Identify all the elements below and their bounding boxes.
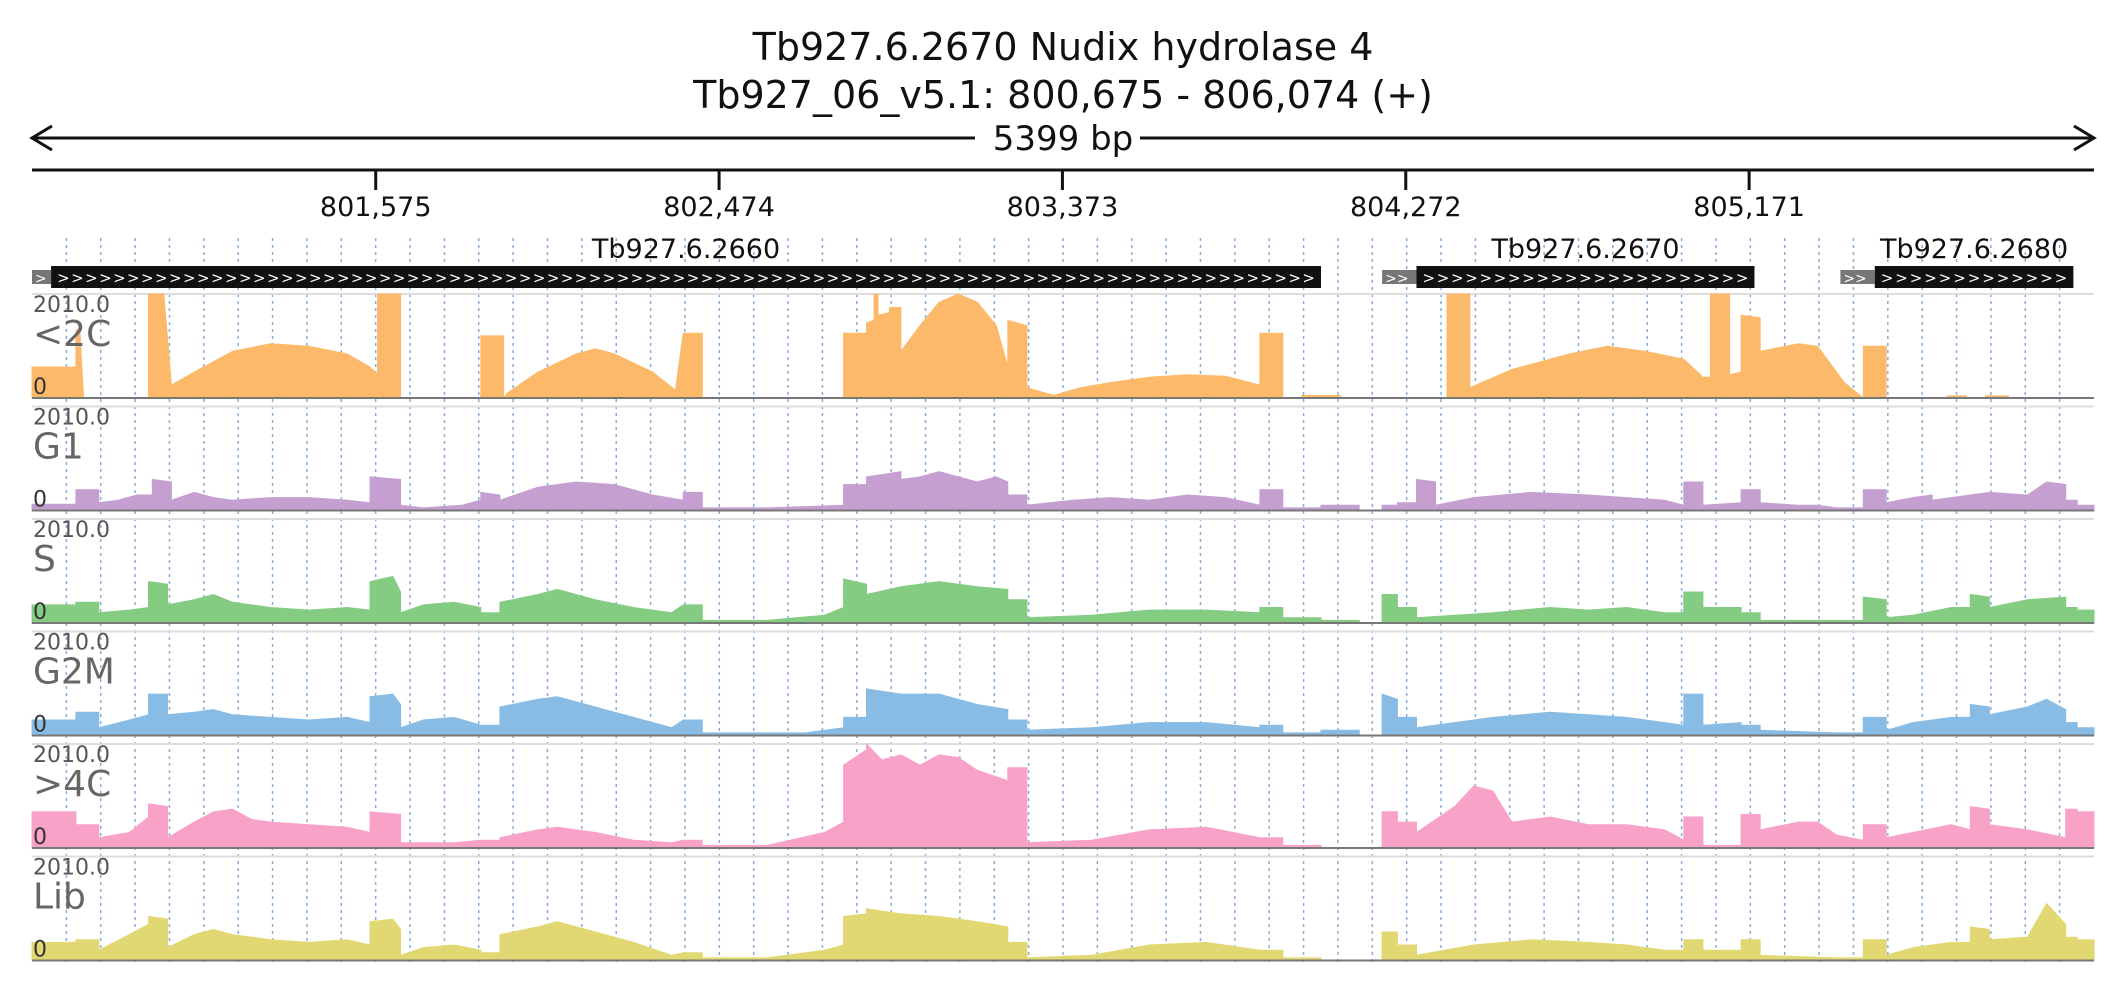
track-name-label: Lib [33, 877, 86, 918]
coverage-area [31, 293, 2094, 400]
gene-tb927-6-2670: >> >>>>>>>>>>>>>>>>>>>>>>>Tb927.6.2670 [1382, 234, 1755, 288]
strand-arrow-icon: >> [1843, 271, 1866, 287]
coverage-tracks: 2010.0<2C02010.0G102010.0S02010.0G2M0201… [31, 293, 2095, 963]
coverage-area [31, 742, 2095, 849]
track-name-label: G1 [33, 427, 84, 468]
track-max-label: 2010.0 [33, 406, 110, 431]
track-max-label: 2010.0 [33, 518, 110, 543]
strand-arrows-icon: >>>>>>>>>>>>> [1881, 269, 2068, 287]
figure-subtitle: Tb927_06_v5.1: 800,675 - 806,074 (+) [692, 73, 1433, 117]
track-zero-label: 0 [33, 938, 47, 963]
track-name-label: G2M [33, 652, 115, 693]
ruler-ticks: 801,575 802,474 803,373 804,272 805,171 [320, 170, 1805, 223]
track-zero-label: 0 [33, 713, 47, 738]
strand-arrows-icon: >>>>>>>>>>>>>>>>>>>>>>> [1422, 269, 1748, 287]
track-max-label: 2010.0 [33, 631, 110, 656]
gene-body [1874, 266, 2074, 288]
track-g1: 2010.0G1 0 [31, 405, 2095, 513]
strand-arrow-icon: >> [1385, 271, 1408, 287]
track-zero-label: 0 [33, 488, 47, 513]
ruler-tick-label-4: 804,272 [1350, 192, 1462, 223]
figure-title: Tb927.6.2670 Nudix hydrolase 4 [752, 25, 1374, 69]
span-arrow [29, 124, 2097, 152]
track-zero-label: 0 [33, 600, 47, 625]
track-s: 2010.0S 0 [31, 518, 2095, 625]
track-lt2c: 2010.0<2C 0 [31, 293, 2094, 400]
gene-label: Tb927.6.2660 [591, 234, 780, 265]
track-max-label: 2010.0 [33, 856, 110, 881]
coverage-area [31, 902, 2095, 961]
gene-leader [1840, 270, 1875, 284]
track-name-label: >4C [33, 764, 111, 805]
coverage-area [31, 575, 2095, 624]
coverage-area [31, 688, 2095, 736]
span-length-label: 5399 bp [993, 119, 1134, 159]
gene-tb927-6-2680: >> >>>>>>>>>>>>>Tb927.6.2680 [1840, 234, 2074, 288]
gene-body [51, 266, 1321, 288]
track-zero-label: 0 [33, 825, 47, 850]
ruler-tick-label-1: 801,575 [320, 192, 432, 223]
track-gt4c: 2010.0>4C 0 [31, 742, 2095, 850]
strand-arrow-icon: > [35, 271, 47, 287]
coverage-area [31, 471, 2095, 511]
gene-label: Tb927.6.2670 [1490, 234, 1679, 265]
gene-label: Tb927.6.2680 [1879, 234, 2068, 265]
gene-tb927-6-2660: > >>>>>>>>>>>>>>>>>>>>>>>>>>>>>>>>>>>>>>>… [32, 234, 1321, 288]
track-zero-label: 0 [33, 375, 47, 400]
gene-body [1416, 266, 1755, 288]
track-name-label: <2C [33, 314, 111, 355]
gene-leader [1382, 270, 1417, 284]
ruler-tick-label-3: 803,373 [1007, 192, 1119, 223]
ruler-tick-label-2: 802,474 [663, 192, 775, 223]
track-max-label: 2010.0 [33, 293, 110, 318]
strand-arrows-icon: >>>>>>>>>>>>>>>>>>>>>>>>>>>>>>>>>>>>>>>>… [57, 269, 1315, 287]
track-name-label: S [33, 539, 56, 580]
gene-leader [32, 270, 52, 284]
gene-track: > >>>>>>>>>>>>>>>>>>>>>>>>>>>>>>>>>>>>>>>… [32, 234, 2074, 288]
track-max-label: 2010.0 [33, 743, 110, 768]
ruler-tick-label-5: 805,171 [1693, 192, 1805, 223]
